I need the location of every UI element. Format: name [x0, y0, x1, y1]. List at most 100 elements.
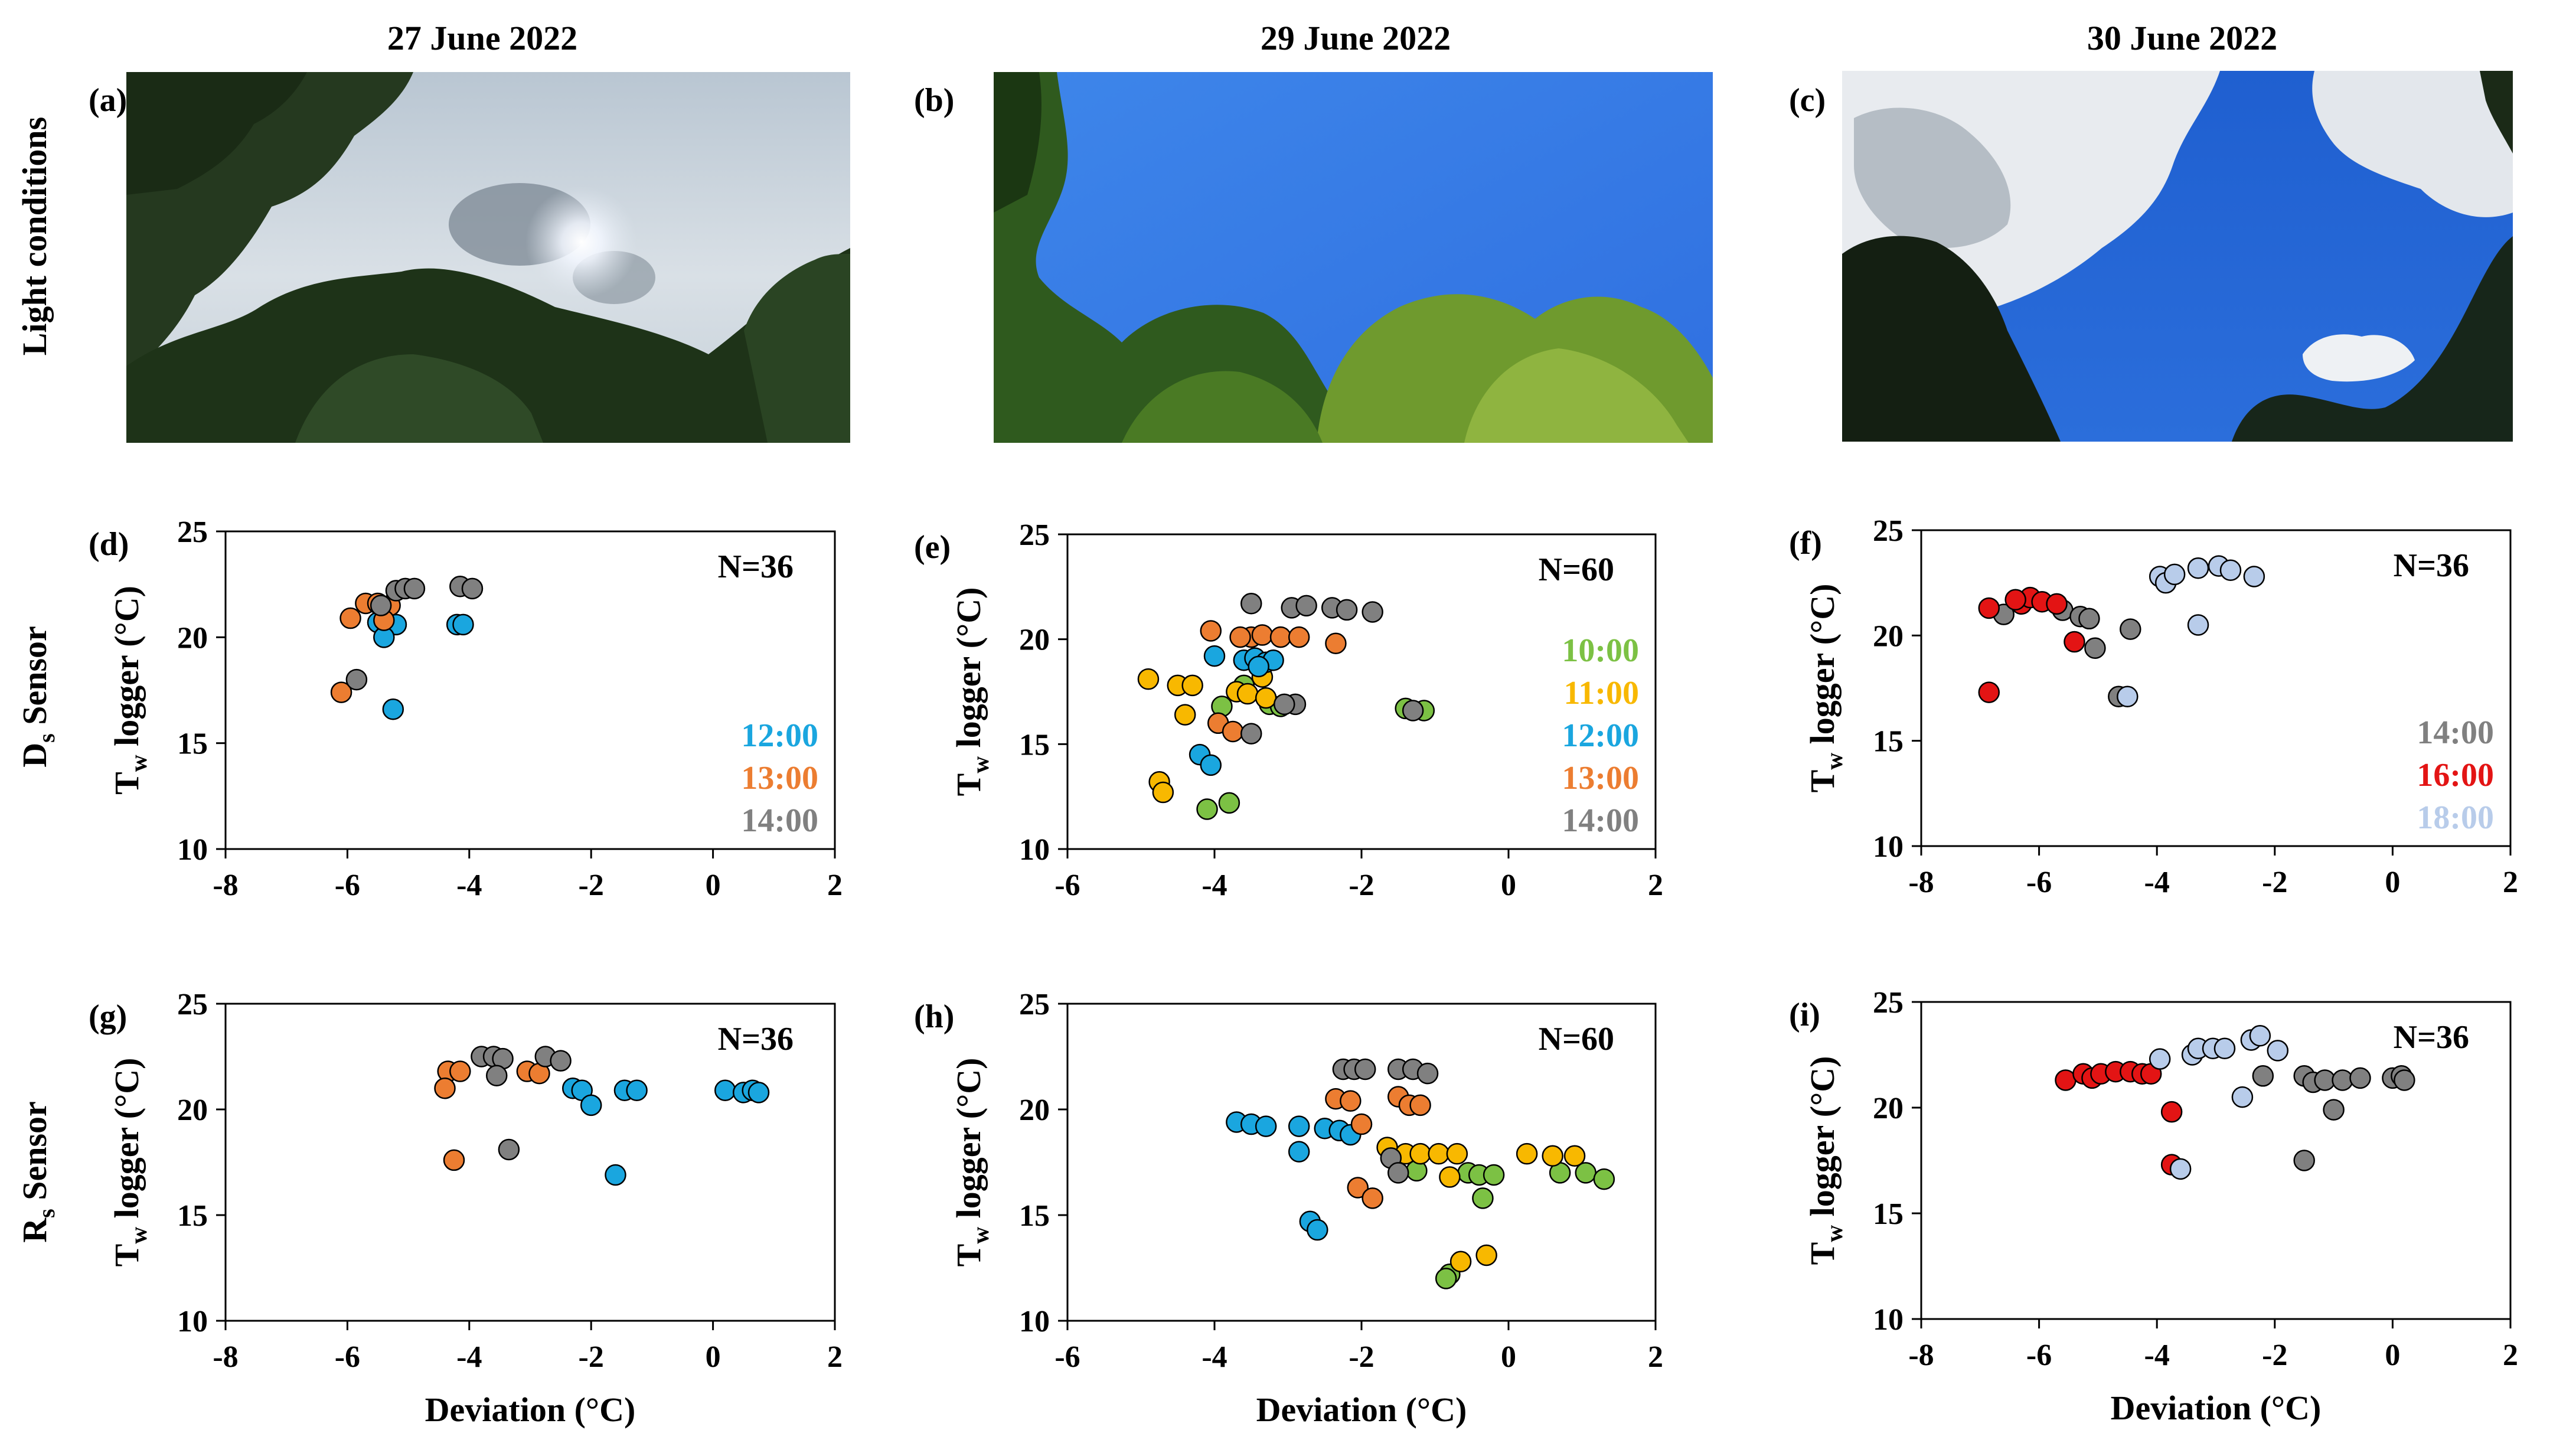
data-point — [747, 1082, 770, 1104]
y-tick-label: 20 — [1019, 1093, 1050, 1127]
data-point — [403, 577, 426, 600]
data-point — [1472, 1187, 1494, 1209]
data-point — [2323, 1099, 2345, 1121]
plot-frame — [1920, 1001, 2512, 1320]
x-axis-label: Deviation (°C) — [1256, 1390, 1467, 1429]
series-1400 — [2252, 1065, 2415, 1171]
y-tick-label: 25 — [1873, 986, 1904, 1020]
data-point — [1248, 655, 1269, 678]
y-tick-label: 15 — [177, 1199, 208, 1233]
x-tick-label: -6 — [1054, 869, 1080, 902]
data-point — [1255, 687, 1277, 709]
x-tick-label: -4 — [2144, 1338, 2170, 1372]
data-point — [1409, 1142, 1431, 1165]
x-tick-label: -2 — [579, 869, 604, 902]
data-point — [1563, 1145, 1586, 1167]
y-axis-label: Tw logger (°C) — [107, 1058, 152, 1267]
y-tick-label: 20 — [1873, 1092, 1904, 1125]
data-point — [1350, 1113, 1373, 1135]
data-point — [2149, 1048, 2171, 1070]
data-point — [1409, 1094, 1431, 1116]
series-1600 — [1978, 586, 2085, 703]
legend-entry: 13:00 — [1562, 760, 1639, 796]
x-tick-label: -8 — [1908, 866, 1934, 899]
data-point — [345, 668, 368, 691]
data-point — [1200, 754, 1222, 776]
data-point — [1152, 781, 1174, 804]
data-point — [1274, 693, 1295, 716]
data-point — [1240, 723, 1262, 745]
y-tick-label: 25 — [1873, 514, 1904, 548]
data-point — [1978, 681, 2000, 703]
data-point — [1222, 720, 1244, 743]
data-point — [1483, 1164, 1505, 1186]
data-point — [1340, 1090, 1362, 1112]
x-tick-label: -6 — [1054, 1340, 1080, 1374]
data-point — [1236, 683, 1259, 705]
data-point — [1288, 1141, 1310, 1163]
sample-size-annotation: N=60 — [1539, 1021, 1614, 1057]
y-tick-label: 15 — [1873, 725, 1904, 759]
panel-g-chart: 10 15 20 25 -8 -6 -4 -2 0 2 Tw logger (°C) Deviatio… — [89, 988, 843, 1429]
sample-size-annotation: N=36 — [718, 1021, 794, 1057]
legend-entry: 18:00 — [2417, 799, 2494, 836]
y-tick-label: 20 — [1019, 623, 1050, 657]
data-point — [1402, 700, 1424, 722]
x-tick-label: -6 — [335, 869, 360, 902]
photo-b-clear-sky — [994, 72, 1713, 443]
legend-entry: 16:00 — [2417, 757, 2494, 794]
x-tick-label: -4 — [1202, 869, 1227, 902]
data-point — [1362, 601, 1383, 623]
photo-c-label: (c) — [1789, 82, 1826, 119]
y-tick-label: 15 — [1019, 728, 1050, 762]
data-point — [2169, 1158, 2192, 1180]
y-tick-label: 15 — [177, 727, 208, 761]
data-point — [1269, 626, 1292, 648]
data-point — [1137, 668, 1160, 690]
data-point — [1475, 1244, 1497, 1266]
sample-size-annotation: N=60 — [1539, 551, 1614, 588]
series-1600 — [2055, 1060, 2183, 1176]
x-tick-label: -2 — [2262, 866, 2287, 899]
y-tick-label: 10 — [1019, 833, 1050, 867]
x-tick-label: -8 — [213, 1340, 238, 1374]
panel-label: (g) — [89, 998, 127, 1035]
data-point — [1325, 632, 1347, 655]
x-tick-label: -4 — [2144, 866, 2170, 899]
data-point — [2117, 685, 2138, 708]
x-axis-label: Deviation (°C) — [2111, 1389, 2322, 1427]
data-point — [2293, 1150, 2315, 1171]
legend-entry: 11:00 — [1563, 675, 1639, 711]
series-1400 — [471, 1046, 572, 1161]
y-tick-label: 15 — [1019, 1199, 1050, 1233]
series-1300 — [1200, 620, 1347, 743]
y-tick-label: 20 — [1873, 619, 1904, 653]
data-point — [1203, 645, 1226, 667]
data-point — [1449, 1251, 1472, 1273]
y-tick-label: 25 — [1019, 988, 1050, 1021]
data-point — [1362, 1187, 1383, 1209]
y-tick-label: 10 — [1873, 1303, 1904, 1337]
y-tick-label: 25 — [1019, 518, 1050, 552]
y-tick-label: 20 — [177, 621, 208, 655]
y-tick-label: 15 — [1873, 1197, 1904, 1231]
y-tick-label: 25 — [177, 515, 208, 549]
row-label-rs-sensor: Rs Sensor — [15, 1101, 60, 1243]
data-point — [2084, 637, 2106, 659]
legend-entry: 14:00 — [741, 802, 818, 839]
series-1300 — [1325, 1086, 1431, 1209]
x-tick-label: 0 — [706, 869, 721, 902]
data-point — [498, 1138, 520, 1161]
data-point — [2187, 557, 2209, 579]
data-point — [1200, 620, 1222, 642]
data-point — [1307, 1219, 1328, 1241]
series-1400 — [345, 576, 484, 691]
plot-frame — [1920, 529, 2512, 847]
data-point — [550, 1050, 572, 1072]
data-point — [1229, 626, 1251, 648]
panel-label: (d) — [89, 526, 129, 563]
x-tick-label: 2 — [827, 869, 843, 902]
data-point — [1439, 1166, 1461, 1188]
x-tick-label: 2 — [2503, 1338, 2518, 1372]
photo-a-label: (a) — [89, 82, 127, 119]
